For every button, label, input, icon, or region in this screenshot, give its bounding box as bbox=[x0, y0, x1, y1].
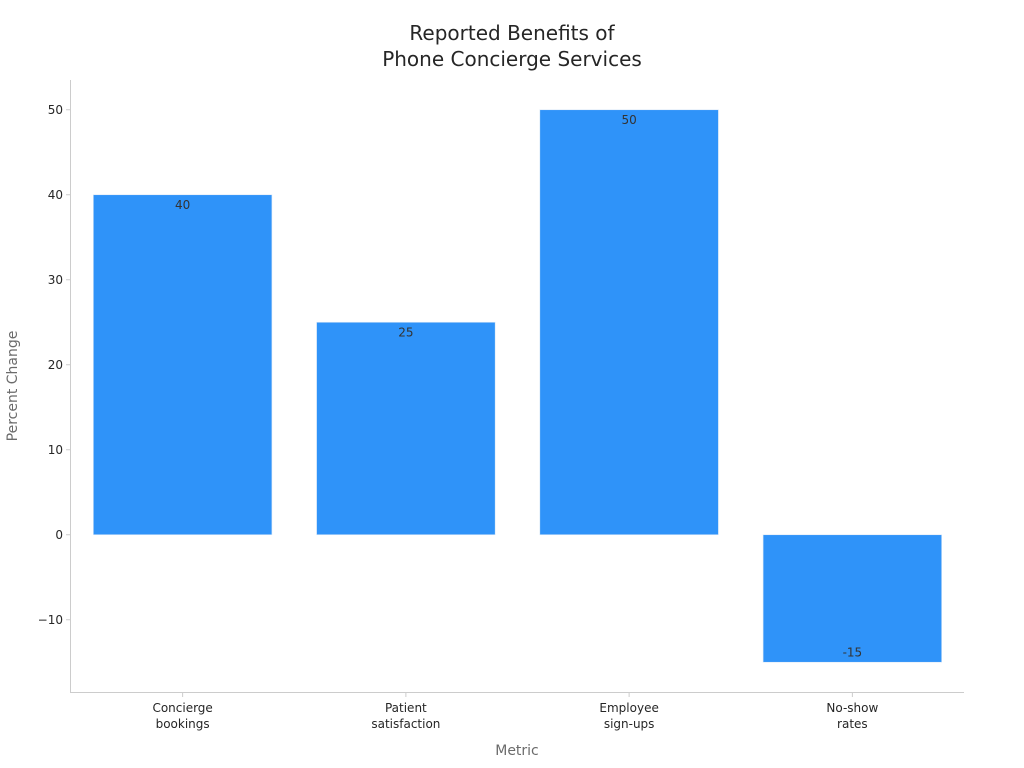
x-tick-label-3: No-show rates bbox=[826, 701, 878, 731]
data-label-1: 25 bbox=[398, 325, 413, 339]
bar-1 bbox=[316, 321, 496, 536]
y-tick-label-3: 20 bbox=[48, 358, 63, 372]
chart-title-line-1: Reported Benefits of bbox=[409, 21, 615, 45]
axes bbox=[70, 80, 964, 693]
data-label-2: 50 bbox=[621, 113, 636, 127]
data-label-0: 40 bbox=[175, 198, 190, 212]
data-labels: 40 25 50 -15 bbox=[175, 113, 862, 660]
chart-title-line-2: Phone Concierge Services bbox=[382, 47, 642, 71]
chart-title: Reported Benefits of Phone Concierge Ser… bbox=[382, 21, 642, 71]
y-tick-label-0: 50 bbox=[48, 103, 63, 117]
bar-3 bbox=[762, 534, 942, 663]
bar-0 bbox=[93, 194, 273, 536]
x-tick-label-2: Employee sign-ups bbox=[599, 701, 658, 731]
x-ticks: Concierge bookings Patient satisfaction Empl… bbox=[152, 692, 879, 731]
x-tick-label-0: Concierge bookings bbox=[152, 701, 212, 731]
x-axis-title: Metric bbox=[495, 743, 539, 759]
y-axis-title: Percent Change bbox=[5, 331, 21, 442]
y-tick-label-5: 0 bbox=[55, 528, 63, 542]
data-label-3: -15 bbox=[843, 645, 863, 659]
bar-2 bbox=[539, 109, 719, 536]
y-ticks: 50 40 30 20 10 0 −10 bbox=[38, 103, 71, 627]
y-tick-label-2: 30 bbox=[48, 273, 63, 287]
y-tick-label-1: 40 bbox=[48, 188, 63, 202]
y-tick-label-6: −10 bbox=[38, 613, 63, 627]
x-tick-label-1: Patient satisfaction bbox=[371, 701, 440, 731]
y-tick-label-4: 10 bbox=[48, 443, 63, 457]
bars bbox=[93, 109, 942, 663]
